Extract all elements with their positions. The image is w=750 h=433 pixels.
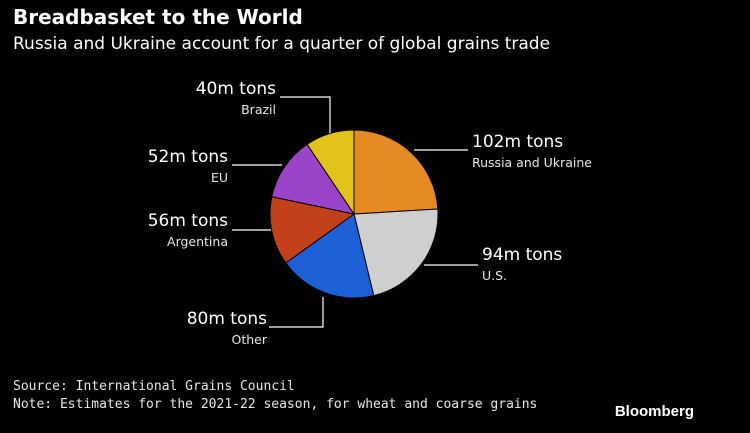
pie-slice-other <box>285 213 375 299</box>
pie-slice-argentina <box>269 196 356 264</box>
value-label-u-s: 94m tons <box>482 245 562 265</box>
leader-line-brazil <box>280 96 331 133</box>
value-label-argentina: 56m tons <box>148 211 228 231</box>
chart-title: Breadbasket to the World <box>13 5 303 29</box>
methodology-note: Note: Estimates for the 2021-22 season, … <box>13 397 538 412</box>
pie-slice-russia-and-ukraine <box>353 129 439 215</box>
pie-slice-eu <box>271 143 356 215</box>
value-label-russia-and-ukraine: 102m tons <box>472 132 563 152</box>
bloomberg-logo: Bloomberg <box>614 403 694 420</box>
pie-slice-u-s <box>353 208 439 297</box>
source-note: Source: International Grains Council <box>13 379 295 394</box>
category-label-russia-and-ukraine: Russia and Ukraine <box>472 155 592 170</box>
category-label-brazil: Brazil <box>241 102 276 117</box>
category-label-other: Other <box>232 332 268 347</box>
value-label-eu: 52m tons <box>148 147 228 167</box>
value-label-brazil: 40m tons <box>196 79 276 99</box>
category-label-argentina: Argentina <box>167 234 228 249</box>
chart-subtitle: Russia and Ukraine account for a quarter… <box>13 34 551 54</box>
category-label-eu: EU <box>211 170 228 185</box>
leader-line-other <box>269 297 324 328</box>
category-label-u-s: U.S. <box>482 268 507 283</box>
value-label-other: 80m tons <box>187 309 267 329</box>
pie-slice-brazil <box>306 129 355 216</box>
